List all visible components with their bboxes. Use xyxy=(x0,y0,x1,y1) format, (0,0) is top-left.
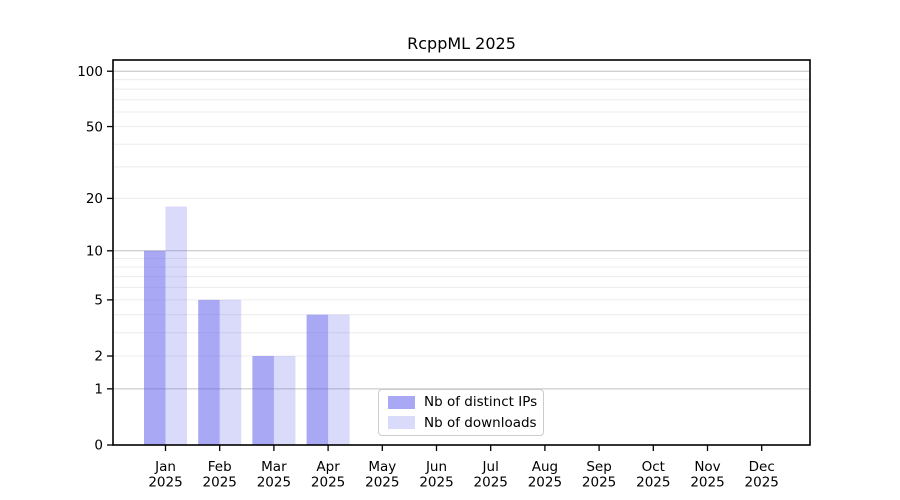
y-tick-label: 2 xyxy=(94,349,103,365)
legend-item-downloads: Nb of downloads xyxy=(388,414,537,431)
bar-downloads-apr xyxy=(328,314,350,445)
bar-downloads-feb xyxy=(219,299,242,445)
bar-downloads-mar xyxy=(273,356,296,445)
y-tick-label: 1 xyxy=(94,382,103,398)
legend-swatch-distinct-ips xyxy=(388,395,415,409)
bar-distinct-ips-mar xyxy=(252,356,274,445)
x-tick-label-year: 2025 xyxy=(582,475,616,491)
bar-distinct-ips-feb xyxy=(198,299,220,445)
y-tick-label: 5 xyxy=(94,293,103,309)
x-tick-label-month: Aug xyxy=(532,459,558,475)
bar-distinct-ips-jan xyxy=(144,250,166,445)
legend-label-distinct-ips: Nb of distinct IPs xyxy=(424,394,538,411)
chart-title: RcppML 2025 xyxy=(407,34,516,53)
x-tick-label-month: Nov xyxy=(694,459,720,475)
x-tick-label-year: 2025 xyxy=(474,475,508,491)
bar-distinct-ips-apr xyxy=(306,314,329,445)
x-tick-label-month: Jan xyxy=(154,459,176,475)
y-tick-label: 100 xyxy=(77,64,103,80)
x-tick-label-month: Apr xyxy=(316,459,340,475)
x-tick-label-month: Jun xyxy=(425,459,447,475)
x-tick-label-month: Oct xyxy=(642,459,665,475)
x-tick-label-year: 2025 xyxy=(745,475,779,491)
legend-swatch-downloads xyxy=(388,416,415,430)
y-tick-label: 10 xyxy=(86,243,103,259)
x-tick-label-year: 2025 xyxy=(528,475,562,491)
x-tick-label-month: Sep xyxy=(586,459,611,475)
legend-item-distinct-ips: Nb of distinct IPs xyxy=(388,394,538,411)
legend-label-downloads: Nb of downloads xyxy=(424,414,537,431)
x-tick-label-year: 2025 xyxy=(257,475,291,491)
x-tick-label-year: 2025 xyxy=(203,475,237,491)
x-tick-label-month: Dec xyxy=(749,459,775,475)
legend: Nb of distinct IPs Nb of downloads xyxy=(378,389,544,436)
x-tick-label-month: Jul xyxy=(482,459,499,475)
x-tick-label-month: May xyxy=(368,459,396,475)
x-tick-label-year: 2025 xyxy=(690,475,724,491)
x-tick-label-year: 2025 xyxy=(636,475,670,491)
plot-frame xyxy=(112,59,811,446)
y-tick-label: 50 xyxy=(86,119,103,135)
x-tick-label-month: Mar xyxy=(261,459,287,475)
x-tick-label-year: 2025 xyxy=(419,475,453,491)
y-tick-label: 0 xyxy=(94,438,103,454)
x-tick-label-month: Feb xyxy=(208,459,232,475)
x-tick-label-year: 2025 xyxy=(365,475,399,491)
x-tick-label-year: 2025 xyxy=(148,475,182,491)
bar-downloads-jan xyxy=(165,206,187,445)
y-tick-label: 20 xyxy=(86,191,103,207)
x-tick-label-year: 2025 xyxy=(311,475,345,491)
